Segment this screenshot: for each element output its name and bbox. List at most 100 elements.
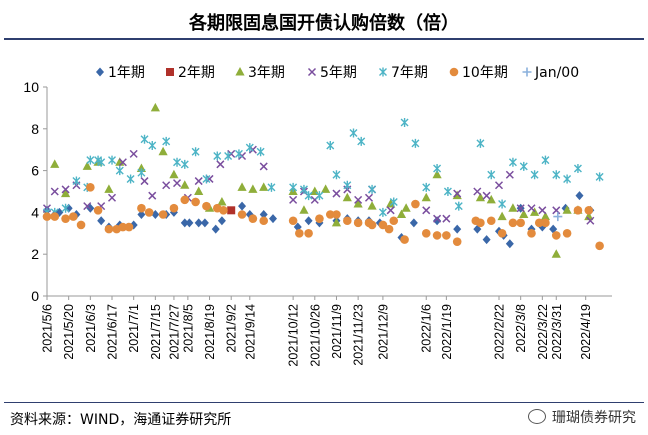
data-point (259, 209, 268, 219)
data-point (396, 209, 407, 218)
data-point (386, 206, 395, 215)
data-point (256, 147, 265, 157)
data-point (129, 149, 138, 158)
x-tick-label: 2022/3/22 (536, 304, 550, 360)
data-point (107, 193, 117, 202)
x-tick-label: 2021/9/14 (243, 304, 257, 360)
data-point (519, 209, 529, 218)
data-point (422, 182, 431, 192)
data-point (219, 206, 228, 215)
y-tick-label: 8 (31, 121, 39, 137)
data-point (473, 187, 482, 196)
data-point (50, 159, 60, 168)
chart-marks (42, 102, 604, 258)
data-point (61, 185, 70, 194)
data-point (267, 182, 276, 192)
data-point (126, 174, 135, 184)
data-point (42, 212, 52, 221)
data-point (194, 218, 203, 228)
data-point (137, 209, 146, 219)
data-point (259, 162, 268, 171)
x-tick-label: 2021/6/3 (84, 304, 98, 353)
data-point (180, 159, 189, 169)
x-tick-label: 2021/7/27 (167, 304, 181, 360)
legend-marker (379, 67, 387, 77)
data-point (552, 170, 561, 180)
data-point (191, 197, 200, 207)
x-tick-label: 2022/3/31 (550, 304, 564, 360)
legend-marker (166, 68, 174, 76)
y-tick-label: 10 (23, 79, 39, 95)
watermark-text: 珊瑚债券研究 (552, 410, 636, 426)
source-note: 资料来源：WIND，海通证券研究所 (10, 412, 232, 428)
series-5年期 (42, 145, 595, 225)
data-point (185, 218, 194, 228)
data-point (389, 216, 399, 226)
x-tick-label: 2021/6/17 (106, 304, 120, 360)
data-point (527, 204, 536, 213)
data-point (486, 216, 496, 226)
data-point (50, 187, 59, 196)
data-point (93, 206, 103, 215)
data-point (527, 229, 536, 238)
data-point (508, 203, 518, 212)
data-point (137, 168, 146, 178)
legend-marker (235, 67, 245, 76)
x-tick-label: 2021/8/5 (181, 304, 195, 353)
data-point (505, 170, 514, 179)
data-point (259, 182, 269, 191)
data-point (433, 216, 442, 226)
data-point (104, 224, 114, 234)
data-point (400, 235, 409, 244)
title-rule (4, 38, 644, 40)
data-point (442, 231, 451, 240)
data-point (421, 229, 431, 238)
data-point (453, 189, 462, 198)
data-point (304, 216, 313, 226)
data-point (497, 229, 507, 238)
data-point (368, 184, 377, 194)
data-point (332, 170, 341, 180)
data-point (401, 203, 411, 212)
x-tick-label: 2021/7/1 (127, 304, 141, 353)
data-point (321, 184, 331, 193)
data-point (454, 201, 463, 211)
data-point (191, 147, 200, 157)
legend-marker (307, 67, 317, 77)
data-point (150, 102, 160, 112)
data-point (237, 182, 247, 191)
data-point (432, 231, 442, 240)
x-tick-label: 2021/10/26 (308, 304, 322, 367)
series-2年期 (227, 206, 236, 215)
data-point (475, 192, 486, 202)
data-point (586, 216, 595, 225)
data-point (411, 199, 420, 209)
x-tick-label: 2021/10/12 (287, 304, 301, 367)
legend-label: 1年期 (108, 65, 145, 81)
data-point (367, 201, 377, 210)
x-tick-label: 2021/8/19 (203, 304, 217, 360)
data-point (238, 201, 247, 211)
data-point (162, 136, 171, 146)
data-point (349, 128, 358, 138)
data-point (144, 208, 154, 217)
data-point (158, 146, 168, 156)
data-point (194, 186, 204, 195)
x-tick-label: 2021/11/9 (330, 304, 344, 359)
data-point (205, 174, 214, 183)
data-point (140, 177, 149, 186)
data-point (304, 191, 313, 201)
x-tick-label: 2021/12/9 (376, 304, 390, 360)
data-point (299, 205, 309, 214)
data-point (217, 216, 226, 226)
data-point (497, 211, 507, 221)
x-tick-label: 2021/5/6 (41, 304, 55, 353)
data-point (482, 235, 491, 245)
data-point (540, 211, 551, 221)
data-point (245, 143, 254, 153)
scatter-chart: 0 2 4 6 8 10 2021/5/6 2021/5/20 2021/6/3 2021/6/1… (23, 65, 612, 367)
y-tick-label: 0 (31, 288, 39, 304)
chart-axes: 0 2 4 6 8 10 2021/5/6 2021/5/20 2021/6/3 2021/6/1… (23, 79, 612, 367)
data-point (573, 164, 582, 174)
legend-label: 3年期 (248, 65, 285, 81)
